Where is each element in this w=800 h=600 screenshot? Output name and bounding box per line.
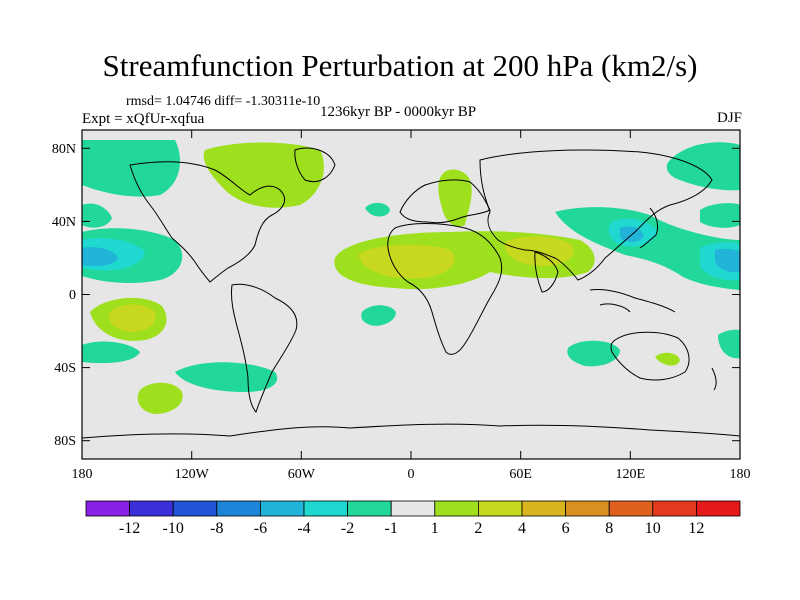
- colorbar-swatch: [172, 500, 218, 517]
- positive-anomaly-core: [109, 304, 156, 332]
- colorbar-swatch: [259, 500, 305, 517]
- colorbar-swatch: [434, 500, 479, 517]
- negative-anomaly-peak: [82, 247, 118, 267]
- negative-anomaly-peak: [715, 248, 740, 273]
- y-tick-labels: 80N 40N 0 40S 80S: [52, 142, 76, 449]
- colorbar-label: -2: [341, 520, 354, 537]
- colorbar-swatch: [85, 500, 130, 517]
- colorbar-label: 6: [562, 520, 570, 537]
- colorbar-label: -8: [210, 520, 223, 537]
- negative-anomaly-region: [361, 305, 396, 326]
- negative-anomaly-region: [718, 329, 740, 359]
- coastline-africa: [387, 223, 503, 355]
- coastline-australia: [610, 331, 690, 381]
- colorbar-label: -12: [119, 520, 140, 537]
- colorbar-swatch: [303, 500, 348, 517]
- negative-anomaly-region: [555, 207, 740, 290]
- x-tick-label: 180: [730, 467, 751, 482]
- coastline-maritime-asia: [589, 289, 676, 313]
- positive-anomaly-core: [358, 244, 455, 279]
- colorbar-label: 4: [518, 520, 526, 537]
- colorbar-label: 8: [605, 520, 613, 537]
- negative-anomaly-region: [82, 341, 140, 364]
- positive-anomaly-region: [137, 382, 183, 414]
- colorbar-swatch: [521, 500, 566, 517]
- x-tick-label: 0: [408, 467, 415, 482]
- x-tick-label: 60W: [288, 467, 316, 482]
- colorbar-label: 10: [645, 520, 661, 537]
- negative-anomaly-region: [365, 202, 390, 217]
- x-tick-label: 120W: [175, 467, 210, 482]
- colorbar-swatch: [652, 500, 697, 517]
- y-tick-label: 40S: [54, 361, 76, 376]
- colorbar-label: -4: [297, 520, 310, 537]
- colorbar-swatch: [565, 500, 610, 517]
- plot-title: Streamfunction Perturbation at 200 hPa (…: [102, 48, 698, 83]
- coastline-india: [534, 251, 559, 293]
- y-tick-label: 80S: [54, 434, 76, 449]
- colorbar-swatch: [390, 500, 436, 517]
- x-axis: [81, 130, 741, 459]
- negative-anomaly-region: [700, 203, 740, 228]
- positive-anomaly-region: [655, 352, 680, 366]
- map-background: [82, 130, 740, 459]
- positive-anomaly-region: [203, 142, 324, 208]
- colorbar-label: -10: [163, 520, 184, 537]
- coastline-north-america: [129, 161, 285, 283]
- coastline-japan: [639, 207, 659, 249]
- y-tick-label: 0: [69, 288, 76, 303]
- coastline-south-america: [231, 283, 298, 413]
- x-tick-label: 60E: [509, 467, 532, 482]
- colorbar-label: 12: [688, 520, 704, 537]
- coastline-antarctica: [82, 423, 740, 439]
- coastline-greenland: [294, 147, 336, 183]
- coastlines: [82, 147, 740, 439]
- colorbar-swatch: [216, 500, 261, 517]
- y-tick-label: 40N: [52, 215, 76, 230]
- colorbar-label: -6: [254, 520, 267, 537]
- coastline-new-zealand: [711, 367, 717, 391]
- colorbar-labels: -12 -10 -8 -6 -4 -2 -1 1 2 4 6 8 10 12: [119, 520, 704, 537]
- y-axis: [82, 147, 740, 442]
- stats-label: rmsd= 1.04746 diff= -1.30311e-10: [126, 94, 321, 109]
- colorbar-swatch: [477, 500, 523, 517]
- negative-anomaly-region: [567, 340, 620, 367]
- colorbar: [85, 500, 741, 517]
- season-label: DJF: [716, 110, 742, 126]
- x-tick-label: 120E: [616, 467, 646, 482]
- positive-anomaly-region: [438, 169, 472, 227]
- x-tick-label: 180: [72, 467, 93, 482]
- coastline-europe: [399, 179, 491, 224]
- colorbar-label: 2: [474, 520, 482, 537]
- negative-anomaly-region: [666, 142, 740, 191]
- colorbar-swatch: [696, 500, 741, 517]
- colorbar-label: -1: [385, 520, 398, 537]
- colorbar-swatch: [608, 500, 654, 517]
- colorbar-label: 1: [431, 520, 439, 537]
- y-tick-label: 80N: [52, 142, 76, 157]
- coastline-asia: [479, 149, 713, 281]
- x-tick-labels: 180 120W 60W 0 60E 120E 180: [72, 467, 751, 482]
- period-label: 1236kyr BP - 0000kyr BP: [320, 104, 477, 120]
- experiment-label: Expt = xQfUr-xqfua: [82, 111, 205, 127]
- negative-anomaly-region: [175, 362, 278, 392]
- colorbar-swatch: [347, 500, 392, 517]
- colorbar-swatch: [129, 500, 174, 517]
